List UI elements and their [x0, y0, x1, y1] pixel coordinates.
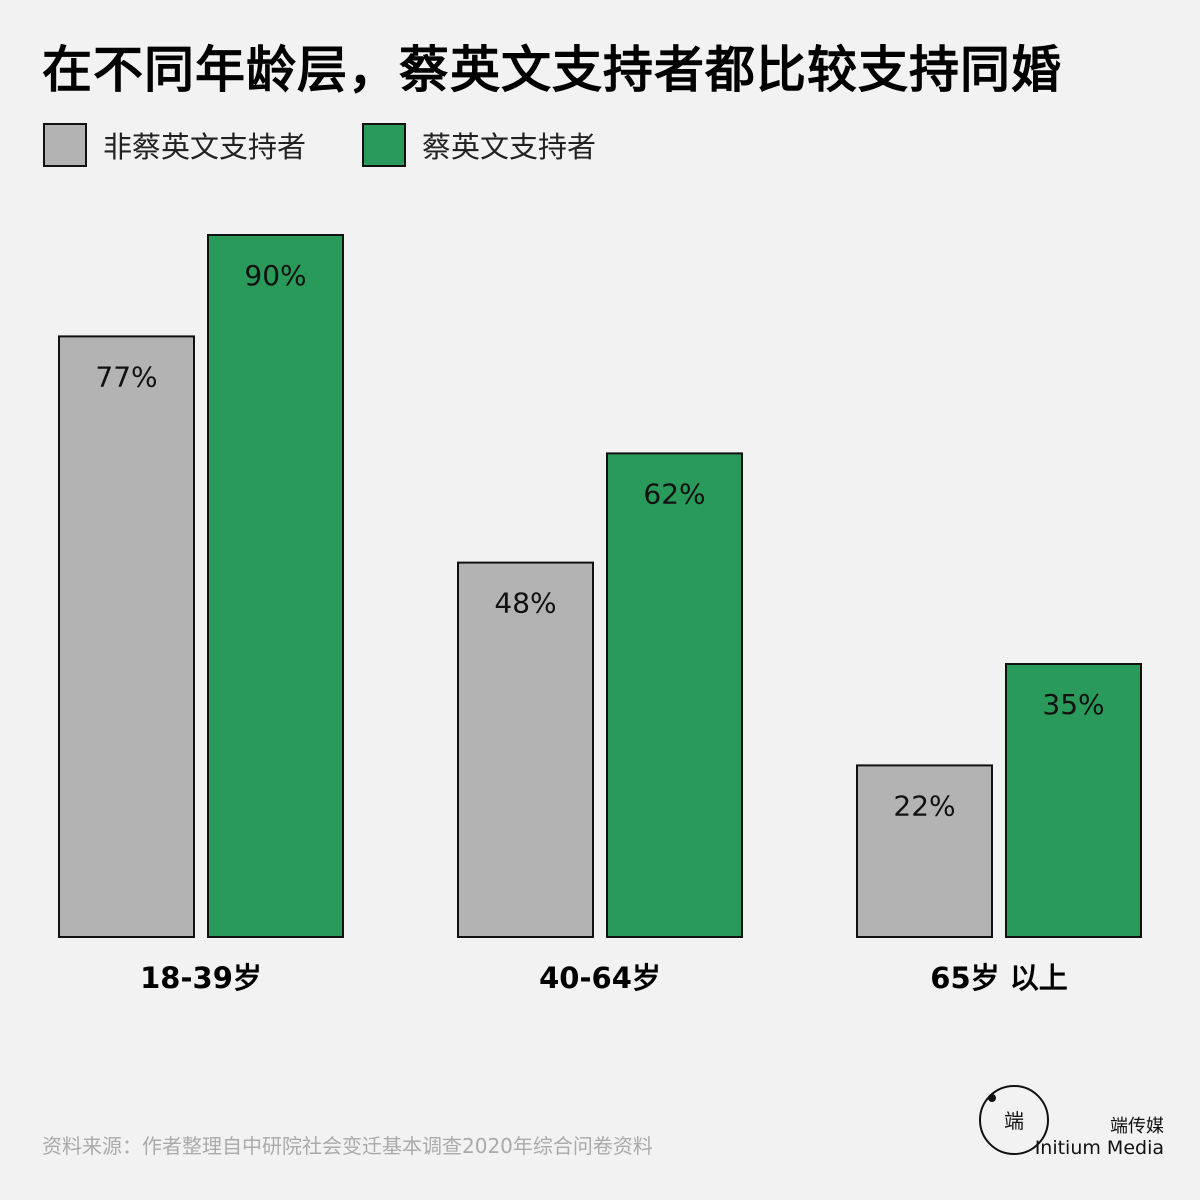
x-tick-label: 18-39岁: [140, 961, 262, 995]
legend-label-non-supporters: 非蔡英文支持者: [103, 130, 307, 164]
data-label: 48%: [494, 587, 556, 620]
x-tick-label: 65岁 以上: [930, 961, 1067, 995]
page-title: 在不同年龄层，蔡英文支持者都比较支持同婚: [42, 41, 1062, 99]
initium-logo: 端: [979, 1085, 1049, 1155]
legend-item-supporters: 蔡英文支持者: [362, 122, 596, 168]
legend-swatch-supporters: [362, 123, 406, 167]
brand-name-cn: 端传媒: [1110, 1116, 1164, 1137]
brand-name-en: Initium Media: [1034, 1137, 1164, 1159]
bar-non-supporters-0: [58, 335, 195, 938]
legend-label-supporters: 蔡英文支持者: [422, 130, 597, 164]
data-label: 35%: [1042, 688, 1104, 721]
bar-chart: 77% 90% 18-39岁 48% 62% 40-64岁 22% 35% 65岁 以上: [58, 234, 1142, 995]
svg-text:端: 端: [1004, 1109, 1024, 1133]
bar-non-supporters-1: [457, 561, 594, 938]
bar-supporters-1: [606, 452, 743, 938]
data-label: 62%: [643, 477, 705, 510]
legend-item-non-supporters: 非蔡英文支持者: [43, 122, 306, 168]
bar-non-supporters-2: [856, 764, 993, 939]
data-label: 77%: [95, 360, 157, 393]
data-label: 22%: [893, 789, 955, 822]
bar-supporters-2: [1005, 663, 1142, 938]
source-note: 资料来源：作者整理自中研院社会变迁基本调查2020年综合问卷资料: [42, 1134, 653, 1158]
data-label: 90%: [244, 259, 306, 292]
bar-supporters-0: [207, 234, 344, 938]
legend-swatch-non-supporters: [43, 123, 87, 167]
x-tick-label: 40-64岁: [539, 961, 661, 995]
